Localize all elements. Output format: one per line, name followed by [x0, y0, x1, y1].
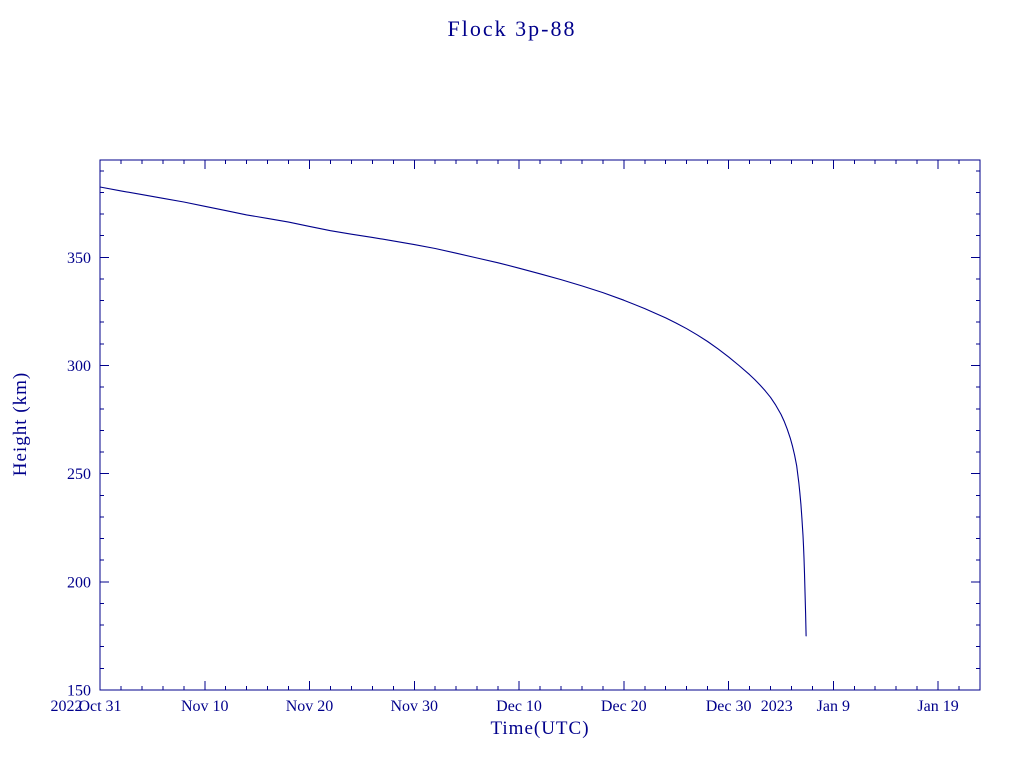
- plot-border: [99, 159, 981, 691]
- y-tick-label: 150: [67, 683, 91, 700]
- height-series-line: [99, 186, 807, 637]
- year-label: 2023: [761, 698, 793, 715]
- x-axis-title: Time(UTC): [490, 718, 590, 739]
- x-tick-label: Dec 30: [706, 698, 752, 715]
- y-tick-label: 200: [67, 574, 91, 591]
- year-label: 2022: [50, 698, 82, 715]
- chart-title: Flock 3p-88: [447, 16, 577, 41]
- x-tick-label: Nov 10: [181, 698, 229, 715]
- x-tick-label: Nov 30: [391, 698, 439, 715]
- x-tick-label: Dec 20: [601, 698, 647, 715]
- x-tick-label: Oct 31: [78, 698, 121, 715]
- x-tick-label: Dec 10: [496, 698, 542, 715]
- x-tick-label: Jan 9: [817, 698, 850, 715]
- y-tick-label: 300: [67, 358, 91, 375]
- y-tick-label: 350: [67, 250, 91, 267]
- y-tick-label: 250: [67, 466, 91, 483]
- x-tick-label: Nov 20: [286, 698, 334, 715]
- x-tick-label: Jan 19: [917, 698, 958, 715]
